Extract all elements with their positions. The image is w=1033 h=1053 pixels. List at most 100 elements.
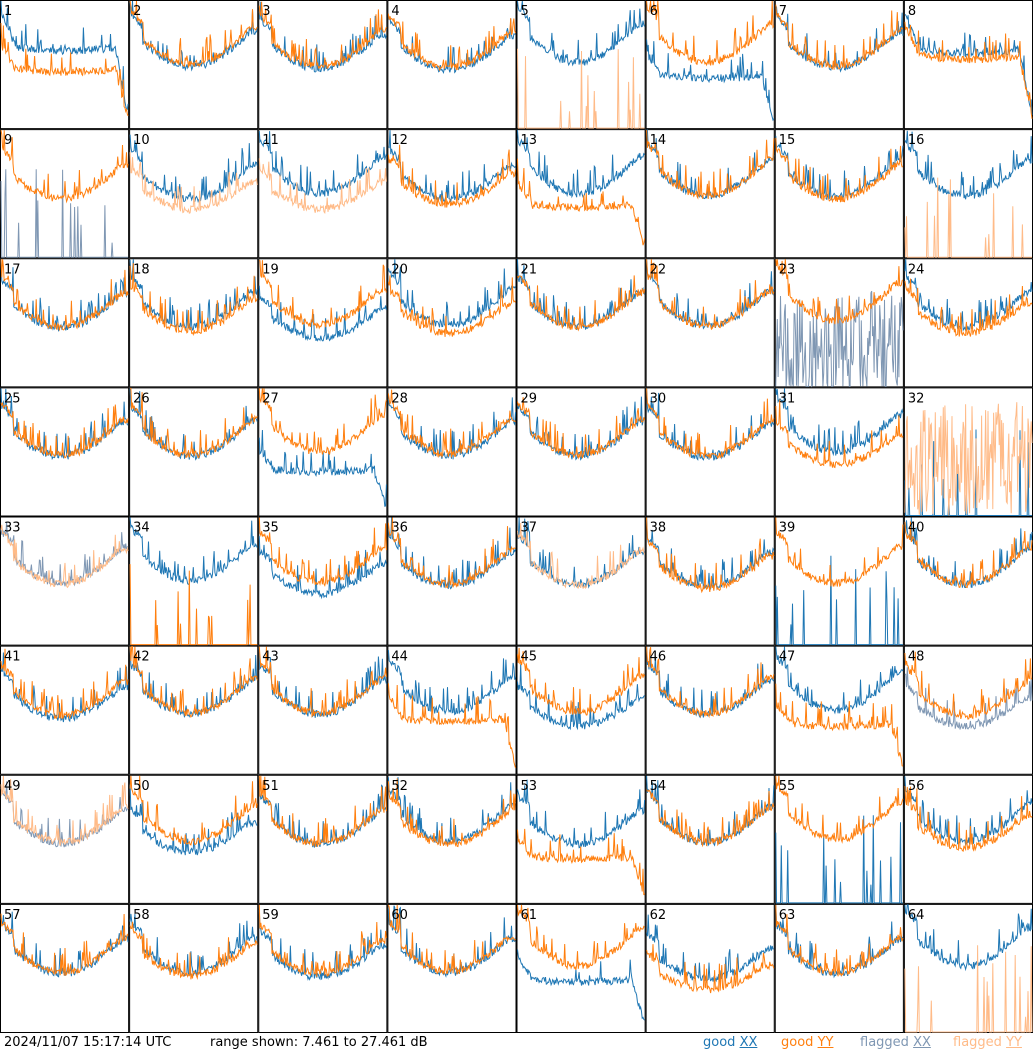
series-yy-panel-13 xyxy=(517,158,646,246)
panel-label: 4 xyxy=(391,4,399,19)
panel-frame xyxy=(129,258,259,388)
series-xx-panel-61 xyxy=(517,949,645,1021)
panel-62: 62 xyxy=(645,903,775,1033)
series-yy-panel-11 xyxy=(258,158,387,215)
series-yy-panel-61 xyxy=(517,904,645,971)
panel-47: 47 xyxy=(774,645,904,775)
series-xx-panel-56 xyxy=(904,776,1033,846)
panel-label: 2 xyxy=(133,4,141,19)
series-xx-panel-24 xyxy=(904,259,1033,332)
panel-43: 43 xyxy=(258,645,388,775)
panel-frame xyxy=(645,387,775,517)
panel-frame xyxy=(903,0,1033,130)
panel-28: 28 xyxy=(387,387,517,517)
panel-label: 39 xyxy=(779,521,796,536)
series-xx-panel-41 xyxy=(0,652,129,723)
series-xx-panel-27 xyxy=(258,429,387,507)
panel-label: 6 xyxy=(650,4,658,19)
panel-15: 15 xyxy=(774,129,904,259)
series-yy-panel-24 xyxy=(904,278,1033,337)
panel-54: 54 xyxy=(645,774,775,904)
series-xx-panel-9 xyxy=(0,169,129,258)
panel-40: 40 xyxy=(903,516,1033,646)
series-yy-panel-7 xyxy=(775,4,904,71)
series-yy-panel-5 xyxy=(517,48,645,129)
panel-label: 38 xyxy=(650,521,667,536)
series-yy-panel-15 xyxy=(775,137,904,204)
panel-label: 42 xyxy=(133,650,150,665)
series-xx-panel-29 xyxy=(517,396,645,461)
panel-21: 21 xyxy=(516,258,646,388)
series-yy-panel-9 xyxy=(0,130,129,204)
series-yy-panel-12 xyxy=(387,144,516,208)
series-yy-panel-47 xyxy=(775,683,904,767)
series-xx-panel-35 xyxy=(258,536,387,600)
panel-17: 17 xyxy=(0,258,130,388)
series-xx-panel-36 xyxy=(387,517,516,590)
series-yy-panel-27 xyxy=(258,388,387,455)
panel-label: 27 xyxy=(262,391,279,406)
series-yy-panel-51 xyxy=(258,775,387,847)
panel-label: 41 xyxy=(4,650,21,665)
panel-label: 12 xyxy=(391,133,408,148)
panel-label: 32 xyxy=(908,391,925,406)
panel-label: 56 xyxy=(908,779,925,794)
series-yy-panel-31 xyxy=(775,399,904,469)
panel-label: 18 xyxy=(133,262,150,277)
panel-29: 29 xyxy=(516,387,646,517)
series-yy-panel-54 xyxy=(646,789,775,848)
panel-2: 2 xyxy=(129,0,259,130)
series-yy-panel-59 xyxy=(258,904,387,978)
panel-frame xyxy=(516,774,646,904)
series-xx-panel-44 xyxy=(387,649,516,716)
series-yy-panel-62 xyxy=(646,944,775,994)
series-yy-panel-8 xyxy=(904,21,1033,119)
series-yy-panel-38 xyxy=(646,517,775,594)
panel-frame xyxy=(645,903,775,1033)
series-yy-panel-57 xyxy=(0,913,129,976)
panel-label: 23 xyxy=(779,262,796,277)
panel-46: 46 xyxy=(645,645,775,775)
panel-label: 37 xyxy=(521,521,538,536)
series-xx-panel-60 xyxy=(387,905,516,978)
series-yy-panel-40 xyxy=(904,521,1033,589)
series-yy-panel-6 xyxy=(646,0,775,67)
series-yy-panel-53 xyxy=(517,828,646,896)
panel-20: 20 xyxy=(387,258,517,388)
legend-good-yy: good YY xyxy=(781,1035,834,1050)
panel-label: 46 xyxy=(650,650,667,665)
panel-label: 45 xyxy=(521,650,538,665)
legend-flagged-yy: flagged YY xyxy=(953,1035,1022,1050)
panel-59: 59 xyxy=(258,903,388,1033)
series-yy-panel-19 xyxy=(259,259,387,330)
panel-31: 31 xyxy=(774,387,904,517)
series-yy-panel-42 xyxy=(129,646,258,719)
series-xx-panel-49 xyxy=(0,781,129,848)
panel-14: 14 xyxy=(645,129,775,259)
panel-48: 48 xyxy=(903,645,1033,775)
series-xx-panel-52 xyxy=(387,777,516,845)
series-xx-panel-53 xyxy=(517,779,646,849)
panel-52: 52 xyxy=(387,774,517,904)
series-yy-panel-30 xyxy=(646,388,775,460)
panel-label: 14 xyxy=(650,133,667,148)
panel-49: 49 xyxy=(0,774,130,904)
panel-37: 37 xyxy=(516,516,646,646)
panel-5: 5 xyxy=(516,0,646,130)
panel-39: 39 xyxy=(774,516,904,646)
panel-label: 26 xyxy=(133,391,150,406)
series-yy-panel-32 xyxy=(904,402,1033,516)
panel-label: 43 xyxy=(262,650,279,665)
series-xx-panel-23 xyxy=(775,290,904,389)
panel-frame xyxy=(516,903,646,1033)
panel-label: 53 xyxy=(521,779,538,794)
series-xx-panel-46 xyxy=(646,646,775,719)
series-xx-panel-34 xyxy=(129,517,258,586)
series-xx-panel-48 xyxy=(904,667,1033,730)
panel-label: 29 xyxy=(521,391,538,406)
series-yy-panel-26 xyxy=(130,387,258,459)
series-yy-panel-14 xyxy=(646,130,775,200)
panel-60: 60 xyxy=(387,903,517,1033)
panel-45: 45 xyxy=(516,645,646,775)
